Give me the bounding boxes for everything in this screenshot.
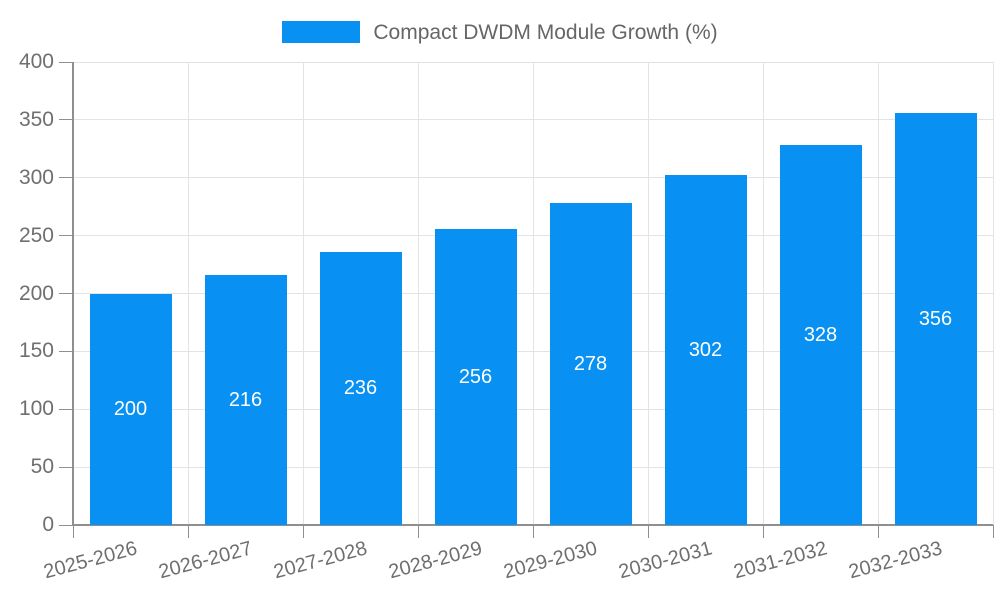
bar-value-label: 356 <box>918 307 953 330</box>
bar[interactable] <box>549 203 632 525</box>
y-axis-tick <box>59 350 73 352</box>
x-gridline <box>762 62 764 525</box>
y-axis-tick <box>59 235 73 237</box>
y-axis-label: 200 <box>18 281 54 305</box>
x-axis-label: 2029-2030 <box>501 537 600 584</box>
x-axis-label: 2028-2029 <box>386 537 485 584</box>
y-axis-label: 400 <box>18 50 54 73</box>
bar-value-label: 278 <box>573 353 608 376</box>
x-gridline <box>187 62 189 525</box>
y-axis-label: 0 <box>42 513 54 536</box>
x-gridline <box>992 62 994 525</box>
x-axis-label: 2027-2028 <box>271 537 370 584</box>
y-axis-tick <box>59 466 73 468</box>
x-axis-tick <box>532 525 534 538</box>
x-axis-tick <box>877 525 879 538</box>
bar-value-label: 216 <box>228 388 263 411</box>
y-axis-tick <box>59 119 73 121</box>
x-axis-tick <box>762 525 764 538</box>
x-axis-tick <box>302 525 304 538</box>
bar-value-label: 328 <box>803 324 838 347</box>
bar-value-label: 236 <box>343 377 378 400</box>
y-axis-line <box>72 62 74 525</box>
x-axis-label: 2032-2033 <box>846 537 945 584</box>
bar[interactable] <box>319 251 402 525</box>
y-axis-label: 50 <box>30 455 54 479</box>
x-axis-label: 2026-2027 <box>156 537 255 584</box>
bar[interactable] <box>894 112 977 525</box>
bar[interactable] <box>779 145 862 525</box>
x-axis-tick <box>647 525 649 538</box>
x-axis-tick <box>992 525 994 538</box>
bar[interactable] <box>204 274 287 525</box>
legend[interactable]: Compact DWDM Module Growth (%) <box>0 16 1000 48</box>
x-axis-label: 2030-2031 <box>616 537 715 584</box>
y-axis-label: 300 <box>18 165 54 189</box>
y-axis-label: 250 <box>18 223 54 247</box>
y-axis-label: 100 <box>18 397 54 421</box>
y-axis-tick <box>59 61 73 63</box>
x-axis-label: 2025-2026 <box>41 537 140 584</box>
bar-value-label: 256 <box>458 365 493 388</box>
bar[interactable] <box>89 293 172 525</box>
bar-value-label: 200 <box>113 398 148 421</box>
x-axis-tick <box>72 525 74 538</box>
x-axis-line <box>73 524 993 526</box>
x-gridline <box>647 62 649 525</box>
y-axis-tick <box>59 177 73 179</box>
x-gridline <box>302 62 304 525</box>
x-gridline <box>417 62 419 525</box>
bar[interactable] <box>664 175 747 525</box>
bar[interactable] <box>434 228 517 525</box>
y-axis-tick <box>59 408 73 410</box>
bar-value-label: 302 <box>688 339 723 362</box>
y-axis-label: 150 <box>18 339 54 363</box>
y-axis-tick <box>59 524 73 526</box>
legend-swatch-icon <box>282 21 361 43</box>
x-axis-tick <box>417 525 419 538</box>
x-axis-label: 2031-2032 <box>731 537 830 584</box>
x-gridline <box>532 62 534 525</box>
y-axis-label: 350 <box>18 107 54 131</box>
x-gridline <box>877 62 879 525</box>
y-axis-tick <box>59 293 73 294</box>
x-axis-tick <box>187 525 189 538</box>
legend-label: Compact DWDM Module Growth (%) <box>373 20 718 44</box>
